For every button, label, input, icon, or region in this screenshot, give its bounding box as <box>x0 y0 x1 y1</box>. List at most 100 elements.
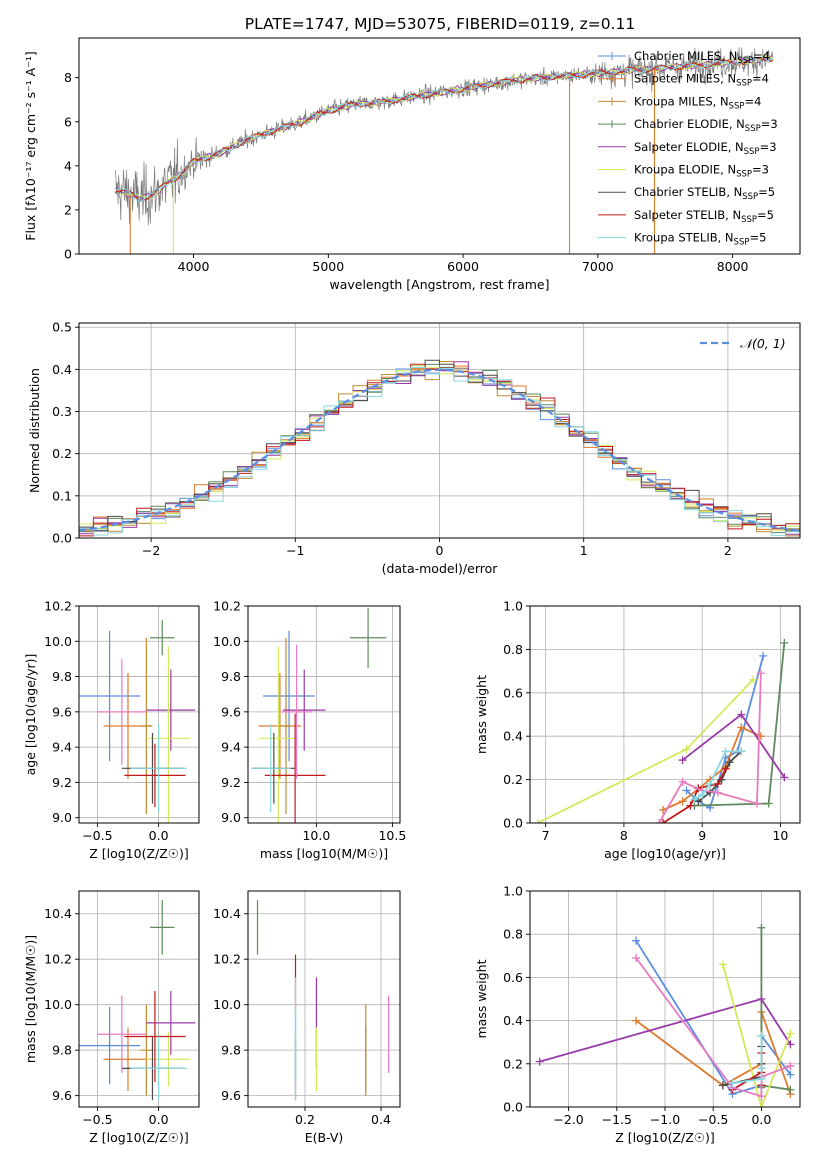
weight-point-marker <box>757 995 766 1003</box>
legend-subscript: SSP <box>736 79 752 89</box>
y-tick-label: 10.2 <box>44 952 72 967</box>
weight-point-marker <box>535 1057 544 1066</box>
legend-tail: =5 <box>757 208 774 222</box>
legend-text: Salpeter MILES, N <box>634 72 736 86</box>
y-tick-label: 0.2 <box>503 1056 523 1071</box>
legend-entry: Salpeter ELODIE, NSSP=3 <box>634 140 777 157</box>
panel-mass_vs_EBV: 0.2 0.4 9.6 9.8 10.0 10.2 10.4 E(B-V) <box>213 890 401 1145</box>
plot-area <box>79 359 800 537</box>
weight-point-marker <box>678 756 687 765</box>
weight-line <box>658 673 762 823</box>
y-tick-label: 10.2 <box>44 599 72 614</box>
y-tick-label: 10.0 <box>213 997 241 1012</box>
weight-point-marker <box>690 795 699 804</box>
y-tick-label: 0.8 <box>503 927 523 942</box>
errorbar-point-6 <box>258 646 299 823</box>
x-tick-label: −2.0 <box>553 1112 583 1127</box>
x-axis-label: age [log10(age/yr)] <box>604 846 726 861</box>
legend-entry: Kroupa MILES, NSSP=4 <box>634 94 761 111</box>
weight-point-marker <box>764 799 773 808</box>
x-axis-label: Z [log10(Z/Z☉)] <box>89 1130 189 1145</box>
legend-tail: =4 <box>753 49 770 63</box>
errorbar-point-1 <box>263 630 315 762</box>
x-axis-label: Z [log10(Z/Z☉)] <box>615 1130 715 1145</box>
weight-point-marker <box>632 1016 641 1025</box>
y-tick-label: 9.2 <box>221 775 241 790</box>
weight-point-marker <box>655 819 664 823</box>
legend-tail: =4 <box>744 94 761 108</box>
errorbar-point-8 <box>124 743 186 808</box>
spectrum-model-line-8 <box>115 57 774 202</box>
panel-weight_vs_age: 7 8 9 10 0.0 0.2 0.4 0.6 0.8 1.0 age [log10(age/yr… <box>474 599 801 861</box>
weight-point-marker <box>786 1029 795 1038</box>
y-tick-label: 9.8 <box>52 1043 72 1058</box>
legend-text: Chabrier MILES, N <box>634 49 737 63</box>
weight-point-marker <box>632 936 641 945</box>
weight-point-marker <box>737 723 746 732</box>
x-axis-label: Z [log10(Z/Z☉)] <box>89 846 189 861</box>
x-tick-label: 2 <box>724 543 732 558</box>
plot-area <box>533 638 789 823</box>
legend-entry: Chabrier STELIB, NSSP=5 <box>634 185 775 202</box>
y-tick-label: 6 <box>64 114 72 129</box>
x-tick-label: −1.0 <box>650 1112 680 1127</box>
legend-subscript: SSP <box>729 101 745 111</box>
weight-point-marker <box>757 923 766 932</box>
y-axis-label: Normed distribution <box>27 368 42 493</box>
y-axis-label: Flux [fλ10⁻¹⁷ erg cm⁻² s⁻¹ A⁻¹] <box>23 51 38 240</box>
legend-tail: =3 <box>760 140 777 154</box>
histogram-step-9 <box>79 366 800 537</box>
y-tick-label: 1.0 <box>503 599 523 614</box>
y-tick-label: 9.8 <box>52 669 72 684</box>
x-tick-label: 10.0 <box>302 828 330 843</box>
x-tick-label: 0.4 <box>371 1112 391 1127</box>
errorbar-point-9 <box>97 658 147 765</box>
weight-point-marker <box>678 777 687 786</box>
y-tick-label: 10.2 <box>213 599 241 614</box>
y-tick-label: 9.0 <box>52 810 72 825</box>
x-axis-label: (data-model)/error <box>382 561 499 576</box>
weight-point-marker <box>756 669 765 678</box>
weight-point-marker <box>737 710 746 719</box>
errorbar-point-3 <box>140 1004 153 1096</box>
errorbar-point-10 <box>251 724 291 813</box>
errorbar-point-4 <box>349 607 387 668</box>
axes-frame <box>78 890 200 1108</box>
plot-area <box>115 47 774 254</box>
x-tick-label: 8000 <box>717 259 749 274</box>
panel-mass_vs_Z: −0.5 0.0 9.6 9.8 10.0 10.2 10.4 Z [log10(Z/Z☉)]… <box>23 890 200 1145</box>
y-tick-label: 9.4 <box>52 740 72 755</box>
errorbar-point-5 <box>282 669 326 751</box>
plot-area <box>535 923 795 1107</box>
x-tick-label: 10.5 <box>378 828 406 843</box>
panel-residuals: −2 −1 0 1 2 0.0 0.1 0.2 0.3 0.4 0.5 (data-model)/er… <box>27 320 801 576</box>
x-tick-label: −0.5 <box>82 1112 112 1127</box>
weight-point-marker <box>786 1070 795 1079</box>
legend-tail: =5 <box>758 185 775 199</box>
weight-point-marker <box>678 797 687 806</box>
weight-point-marker <box>757 1103 766 1107</box>
y-tick-label: 0.1 <box>52 488 72 503</box>
y-tick-label: 10.4 <box>213 906 241 921</box>
legend-tail: =3 <box>761 117 778 131</box>
legend-subscript: SSP <box>742 192 758 202</box>
errorbar-point-10 <box>130 724 187 813</box>
x-tick-label: 6000 <box>447 259 479 274</box>
weight-point-marker <box>698 790 707 799</box>
legend-entry: 𝒩(0, 1) <box>740 336 786 351</box>
weight-point-marker <box>757 1074 766 1083</box>
plot-area <box>79 620 196 823</box>
legend-text: Kroupa MILES, N <box>634 94 729 108</box>
weight-point-marker <box>721 747 730 756</box>
errorbar-point-6 <box>146 1031 191 1087</box>
y-tick-label: 0.3 <box>52 404 72 419</box>
y-tick-label: 9.8 <box>221 1043 241 1058</box>
y-tick-label: 0.6 <box>503 685 523 700</box>
legend-tail: =5 <box>749 231 766 245</box>
x-tick-label: 7 <box>542 828 550 843</box>
weight-series-4 <box>535 995 795 1066</box>
y-tick-label: 10.0 <box>44 634 72 649</box>
x-tick-label: 0.0 <box>149 828 169 843</box>
x-tick-label: 5000 <box>312 259 344 274</box>
